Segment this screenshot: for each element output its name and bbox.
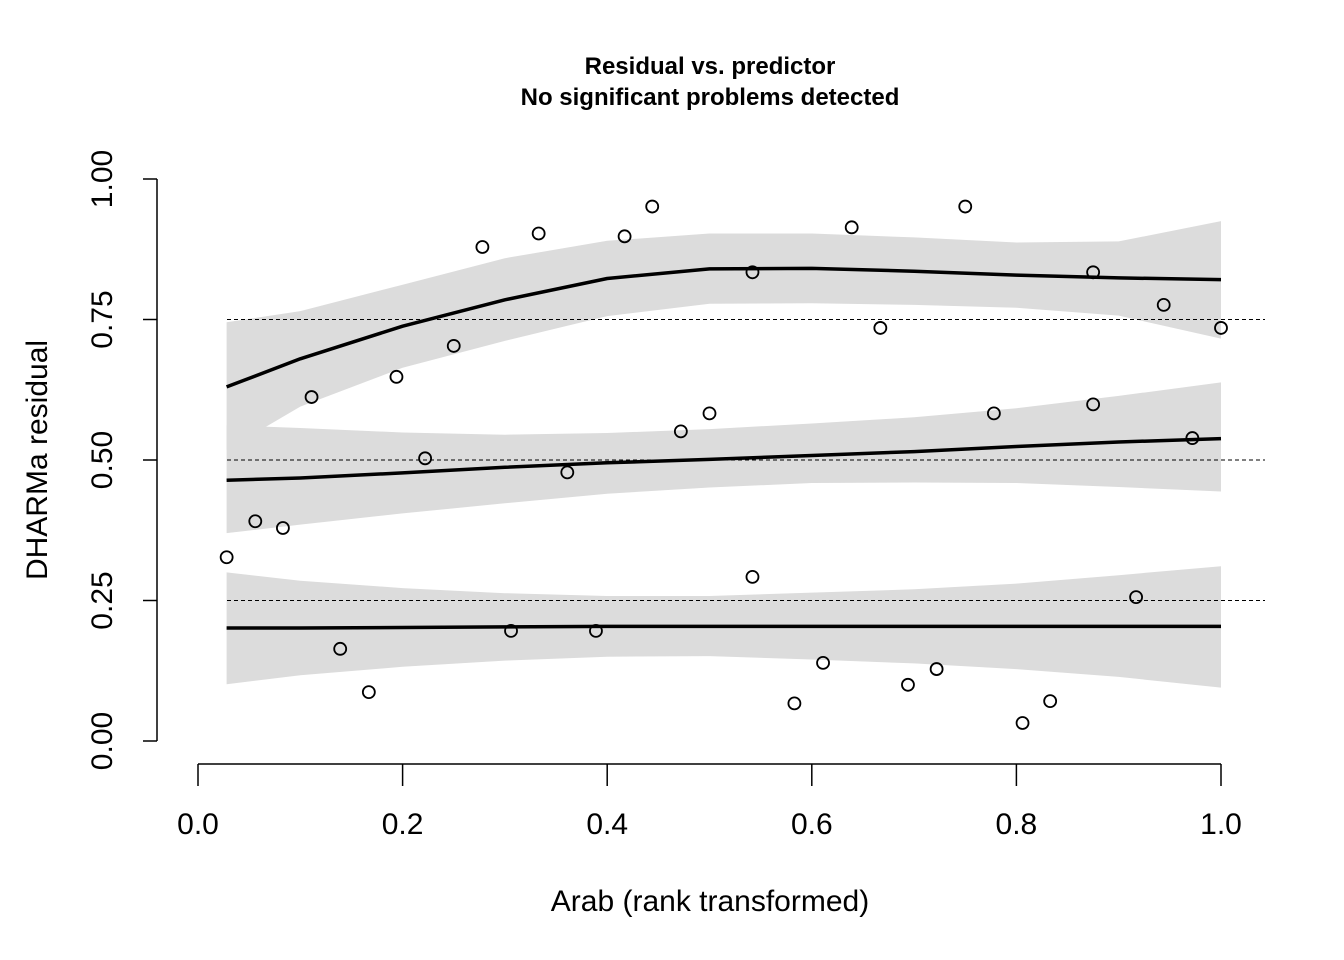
data-point — [787, 696, 802, 711]
data-point — [504, 623, 518, 638]
data-point — [745, 569, 760, 584]
data-point — [531, 226, 546, 241]
data-point — [1129, 590, 1143, 605]
data-point — [1086, 397, 1101, 412]
y-axis: 0.00 0.25 0.50 0.75 1.00 — [86, 150, 158, 770]
data-point — [1043, 694, 1058, 708]
data-point — [986, 406, 1001, 421]
quantile-curve-q0.5 — [226, 436, 1222, 482]
confidence-bands — [226, 221, 1222, 688]
chart-title: Residual vs. predictor — [585, 53, 836, 80]
y-axis-label: DHARMa residual — [21, 340, 54, 580]
x-axis: 0.0 0.2 0.4 0.6 0.8 1.0 — [177, 763, 1242, 841]
data-point — [617, 229, 632, 244]
data-point — [1086, 265, 1101, 280]
data-point — [248, 514, 263, 529]
y-tick-label: 0.75 — [86, 290, 119, 348]
data-point — [446, 339, 461, 353]
data-point — [389, 369, 404, 384]
x-tick-label: 0.8 — [996, 808, 1038, 841]
data-point — [873, 321, 888, 335]
data-point — [958, 199, 973, 214]
data-point — [1185, 431, 1200, 445]
data-point — [702, 406, 717, 421]
y-tick-label: 0.25 — [86, 571, 119, 629]
chart-subtitle: No significant problems detected — [521, 84, 900, 111]
data-point — [673, 424, 688, 439]
data-point — [276, 521, 290, 535]
quantile-curve-q0.25 — [226, 624, 1221, 630]
data-point — [475, 240, 490, 254]
x-tick-label: 0.0 — [177, 808, 219, 841]
data-point — [1214, 321, 1228, 335]
data-point — [901, 677, 915, 692]
quantile-curve-q0.75 — [225, 266, 1222, 389]
x-tick-label: 0.4 — [586, 808, 628, 841]
residual-points — [219, 199, 1228, 730]
data-point — [361, 685, 376, 700]
y-tick-label: 0.00 — [86, 712, 119, 770]
data-point — [645, 199, 660, 214]
y-tick-label: 0.50 — [86, 431, 119, 489]
data-point — [745, 265, 760, 280]
x-tick-label: 0.2 — [382, 808, 424, 841]
x-tick-label: 0.6 — [791, 808, 833, 841]
data-point — [929, 662, 944, 676]
x-axis-label: Arab (rank transformed) — [551, 885, 869, 918]
data-point — [844, 220, 859, 235]
data-point — [333, 641, 348, 656]
data-point — [418, 451, 433, 466]
data-point — [589, 623, 603, 638]
x-tick-label: 1.0 — [1200, 808, 1242, 841]
data-point — [304, 390, 319, 404]
data-point — [560, 465, 575, 480]
quantile-curves — [225, 266, 1222, 630]
data-point — [816, 655, 830, 670]
data-point — [1015, 716, 1030, 730]
y-tick-label: 1.00 — [86, 150, 119, 208]
data-point — [219, 550, 234, 565]
data-point — [1156, 297, 1171, 312]
confidence-band-q0.75 — [226, 221, 1222, 450]
reference-lines — [227, 319, 1265, 601]
